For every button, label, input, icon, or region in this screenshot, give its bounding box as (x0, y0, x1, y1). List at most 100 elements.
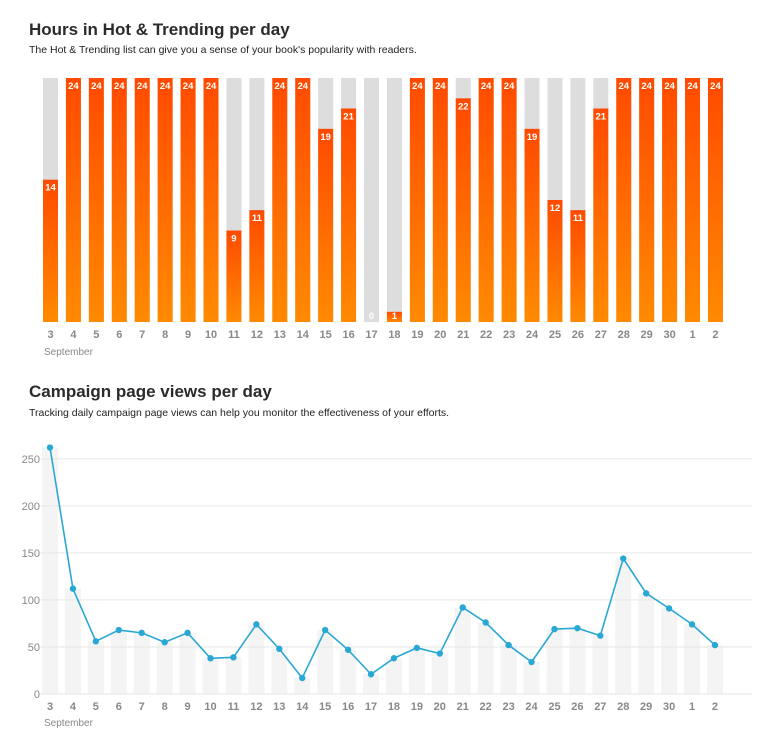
bar-data-label: 12 (550, 203, 561, 214)
x-tick-label: 1 (689, 701, 695, 713)
x-tick-label: 16 (342, 701, 354, 713)
hot-trending-section: Hours in Hot & Trending per day The Hot … (0, 0, 758, 370)
bar-data-label: 0 (369, 311, 374, 322)
background-column (569, 628, 586, 694)
y-tick-label: 150 (22, 548, 40, 560)
background-column (615, 558, 632, 694)
x-tick-label: 30 (663, 329, 675, 341)
x-tick-label: 19 (411, 701, 423, 713)
x-tick-label: 14 (296, 701, 309, 713)
x-tick-label: 20 (434, 701, 446, 713)
bar (662, 78, 678, 322)
background-column (546, 629, 563, 694)
bar-data-label: 24 (206, 81, 217, 92)
x-tick-label: 15 (320, 329, 332, 341)
x-month-label: September (44, 347, 94, 358)
background-column (248, 624, 265, 694)
background-column (454, 607, 471, 694)
bar (203, 78, 219, 322)
background-column (684, 624, 701, 694)
bar-data-label: 21 (596, 112, 607, 123)
background-column (592, 635, 609, 694)
x-tick-label: 23 (503, 329, 515, 341)
data-point (46, 444, 54, 451)
x-tick-label: 26 (572, 329, 584, 341)
data-point (230, 654, 237, 661)
background-column (87, 641, 104, 694)
x-month-label: September (44, 718, 94, 729)
background-column (225, 657, 242, 694)
page-views-section: Campaign page views per day Tracking dai… (0, 370, 758, 754)
bar (524, 128, 540, 322)
bar (157, 78, 173, 322)
background-column (431, 653, 448, 694)
x-tick-label: 11 (228, 329, 240, 341)
bar-data-label: 24 (481, 81, 492, 92)
x-tick-label: 3 (47, 329, 53, 341)
data-point (390, 655, 398, 662)
background-column (156, 642, 173, 694)
x-tick-label: 13 (274, 329, 286, 341)
bar-data-label: 24 (618, 81, 629, 92)
x-tick-label: 21 (457, 329, 469, 341)
data-point (115, 626, 122, 634)
bar (43, 179, 58, 322)
bar (272, 78, 288, 322)
data-point (574, 624, 581, 632)
x-tick-label: 27 (595, 329, 607, 341)
background-column (110, 630, 127, 694)
background-column (64, 588, 81, 694)
data-point (184, 629, 191, 637)
x-tick-label: 27 (594, 701, 606, 713)
x-tick-label: 26 (571, 701, 583, 713)
x-tick-label: 7 (139, 701, 145, 713)
bar-data-label: 24 (710, 81, 721, 92)
bar-data-label: 22 (458, 101, 469, 112)
background-column (271, 648, 288, 694)
x-tick-label: 6 (116, 701, 122, 713)
data-point (436, 650, 444, 657)
background-column (133, 632, 150, 694)
x-tick-label: 23 (502, 701, 514, 713)
x-tick-label: 30 (663, 701, 675, 713)
bar-data-label: 9 (231, 234, 236, 245)
data-point (253, 621, 260, 628)
x-tick-label: 19 (411, 329, 423, 341)
y-tick-label: 250 (22, 454, 40, 466)
y-tick-label: 50 (28, 642, 40, 654)
bar-data-label: 24 (412, 81, 423, 92)
x-tick-label: 1 (689, 329, 695, 341)
x-tick-label: 9 (185, 329, 191, 341)
x-tick-label: 15 (319, 701, 331, 713)
x-tick-label: 24 (525, 701, 538, 713)
data-point (69, 585, 77, 592)
background-column (500, 645, 517, 694)
data-point (688, 621, 696, 628)
bar-track (364, 78, 380, 322)
bar (616, 78, 632, 322)
bar (318, 128, 334, 322)
x-tick-label: 12 (251, 329, 263, 341)
x-tick-label: 24 (526, 329, 539, 341)
bar-data-label: 19 (527, 132, 538, 143)
data-point (321, 626, 329, 634)
y-tick-label: 0 (34, 689, 40, 701)
data-point (482, 619, 489, 626)
background-column (179, 632, 196, 694)
bar-data-label: 24 (137, 81, 148, 92)
bar (432, 78, 448, 322)
x-tick-label: 21 (457, 701, 469, 713)
background-column (477, 622, 494, 694)
x-tick-label: 18 (388, 701, 400, 713)
bar-data-label: 14 (45, 183, 56, 194)
bar-data-label: 24 (160, 81, 171, 92)
bar (226, 230, 242, 322)
bar (341, 108, 357, 322)
x-tick-label: 4 (70, 701, 77, 713)
x-tick-label: 5 (93, 329, 99, 341)
x-tick-label: 12 (250, 701, 262, 713)
x-tick-label: 22 (480, 701, 492, 713)
background-column (363, 674, 380, 694)
bar-data-label: 24 (297, 81, 308, 92)
bar (409, 78, 425, 322)
